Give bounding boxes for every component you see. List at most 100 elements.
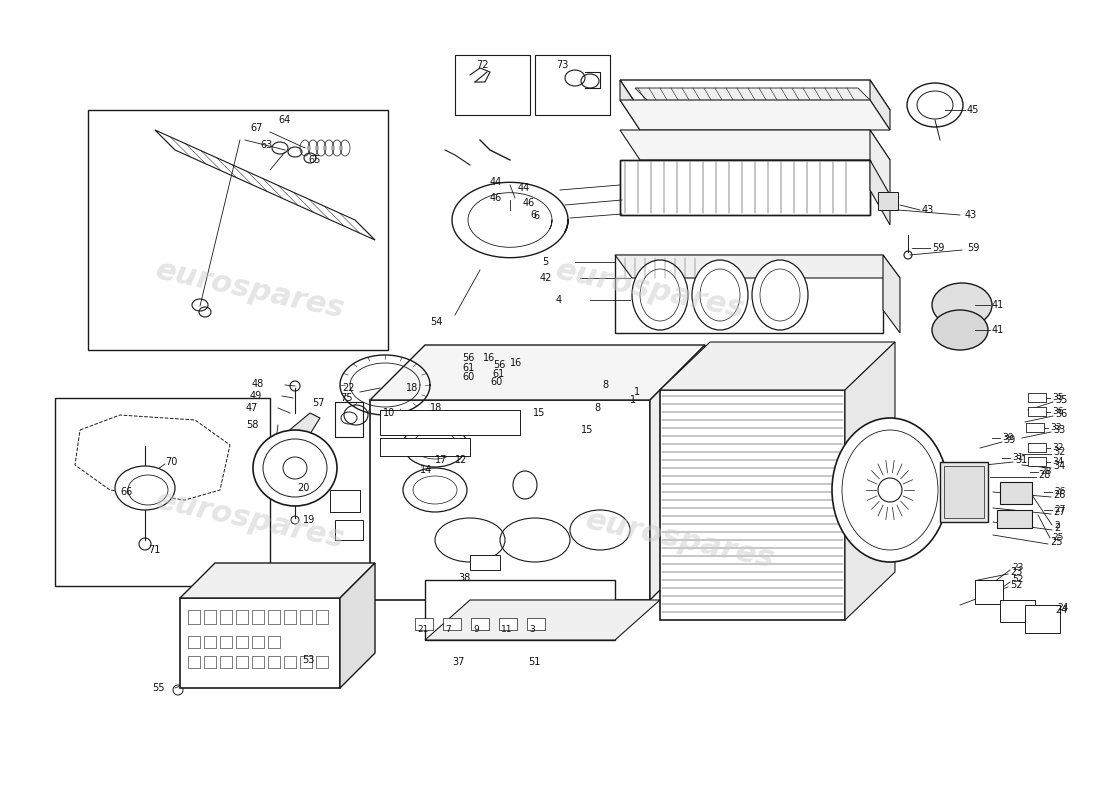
Bar <box>379 410 520 435</box>
Bar <box>1025 605 1060 633</box>
Bar <box>204 656 216 668</box>
Text: 19: 19 <box>302 515 315 525</box>
Bar <box>268 656 280 668</box>
Text: 24: 24 <box>1055 605 1067 615</box>
Ellipse shape <box>122 478 138 498</box>
Text: 72: 72 <box>476 60 488 70</box>
Bar <box>336 402 363 437</box>
Text: 9: 9 <box>473 626 478 634</box>
Text: 61: 61 <box>492 369 504 379</box>
Bar <box>425 580 615 640</box>
Text: 66: 66 <box>120 487 132 497</box>
Bar <box>204 636 216 648</box>
Polygon shape <box>845 342 895 620</box>
Text: 1: 1 <box>630 395 636 405</box>
Text: 26: 26 <box>1054 487 1066 497</box>
Text: 33: 33 <box>1053 425 1065 435</box>
Text: 8: 8 <box>594 403 601 413</box>
Text: 59: 59 <box>967 243 979 253</box>
Polygon shape <box>615 255 900 278</box>
Text: 18: 18 <box>406 383 418 393</box>
Polygon shape <box>425 600 660 640</box>
Polygon shape <box>370 345 705 400</box>
Text: 56: 56 <box>493 360 505 370</box>
Text: 6: 6 <box>530 210 536 220</box>
Bar <box>88 110 388 350</box>
Bar <box>180 598 340 688</box>
Bar <box>220 656 232 668</box>
Bar <box>300 656 312 668</box>
Bar <box>188 636 200 648</box>
Text: 39: 39 <box>1003 435 1015 445</box>
Text: 12: 12 <box>455 455 468 465</box>
Text: 47: 47 <box>246 403 258 413</box>
Polygon shape <box>650 345 705 600</box>
Text: 36: 36 <box>1052 407 1064 417</box>
Text: 70: 70 <box>165 457 177 467</box>
Bar <box>415 618 433 630</box>
Text: 22: 22 <box>342 383 355 393</box>
Ellipse shape <box>692 260 748 330</box>
Polygon shape <box>620 130 890 160</box>
Text: eurospares: eurospares <box>583 506 778 574</box>
Text: 53: 53 <box>302 655 315 665</box>
Bar <box>443 618 461 630</box>
Text: 18: 18 <box>430 403 442 413</box>
Bar <box>1028 443 1046 452</box>
Text: 14: 14 <box>420 465 432 475</box>
Text: 56: 56 <box>462 353 474 363</box>
Text: 32: 32 <box>1053 447 1066 457</box>
Bar <box>975 580 1003 604</box>
Text: 44: 44 <box>490 177 503 187</box>
Bar <box>336 520 363 540</box>
Bar <box>460 555 488 573</box>
Text: 15: 15 <box>532 408 544 418</box>
Bar <box>252 636 264 648</box>
Text: 35: 35 <box>1052 394 1064 402</box>
Text: 67: 67 <box>250 123 263 133</box>
Text: 31: 31 <box>1015 455 1027 465</box>
Text: 52: 52 <box>1012 575 1023 585</box>
Text: 73: 73 <box>556 60 569 70</box>
Bar <box>204 610 216 624</box>
Text: 35: 35 <box>1055 395 1067 405</box>
Bar <box>455 55 530 115</box>
Text: 1: 1 <box>634 387 640 397</box>
Ellipse shape <box>403 423 467 467</box>
Bar <box>480 360 501 380</box>
Bar <box>499 618 517 630</box>
Bar <box>620 160 870 215</box>
Text: 23: 23 <box>1010 567 1022 577</box>
Bar <box>660 390 845 620</box>
Bar <box>236 656 248 668</box>
Text: 25: 25 <box>1052 534 1064 542</box>
Bar <box>55 398 270 586</box>
Polygon shape <box>620 80 890 110</box>
Bar <box>316 610 328 624</box>
Text: 8: 8 <box>602 380 608 390</box>
Text: 28: 28 <box>1040 467 1052 477</box>
Text: 48: 48 <box>252 379 264 389</box>
Bar <box>470 555 500 570</box>
Polygon shape <box>870 130 890 195</box>
Text: 36: 36 <box>1055 409 1067 419</box>
Text: 57: 57 <box>312 398 324 408</box>
Text: 75: 75 <box>340 393 352 403</box>
Bar <box>535 55 611 115</box>
Text: 11: 11 <box>500 626 513 634</box>
Text: 41: 41 <box>992 300 1004 310</box>
Ellipse shape <box>752 260 808 330</box>
Ellipse shape <box>155 478 170 498</box>
Ellipse shape <box>932 283 992 327</box>
Text: 28: 28 <box>1038 470 1050 480</box>
Text: 17: 17 <box>434 455 448 465</box>
Text: 5: 5 <box>541 257 548 267</box>
Bar <box>370 400 650 600</box>
Bar <box>188 656 200 668</box>
Text: 34: 34 <box>1053 461 1065 471</box>
Text: 3: 3 <box>529 626 535 634</box>
Bar <box>220 610 232 624</box>
Text: 7: 7 <box>446 626 451 634</box>
Text: 46: 46 <box>490 193 503 203</box>
Bar <box>252 656 264 668</box>
